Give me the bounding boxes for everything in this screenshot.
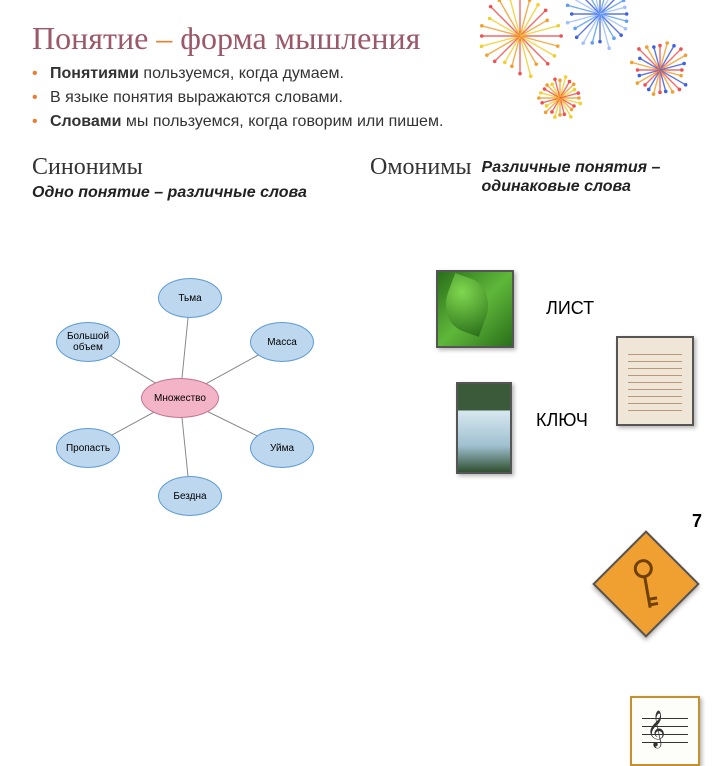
homonym-image-music <box>630 696 700 766</box>
homonyms-sub: Различные понятия – одинаковые слова <box>482 158 690 196</box>
bullet-item: Словами мы пользуемся, когда говорим или… <box>32 110 443 134</box>
synonym-node: Уйма <box>250 428 314 468</box>
title-post: форма мышления <box>172 20 420 56</box>
homonym-image-paper <box>616 336 694 426</box>
homonyms-heading: Омонимы <box>370 154 472 181</box>
page-title: Понятие – форма мышления <box>32 20 420 57</box>
homonym-image-water <box>456 382 512 474</box>
synonym-center-node: Множество <box>141 378 219 418</box>
title-dash: – <box>156 20 172 56</box>
synonym-node: Тьма <box>158 278 222 318</box>
bullet-item: В языке понятия выражаются словами. <box>32 86 443 110</box>
homonym-image-key <box>592 530 699 637</box>
synonym-node: Большой объем <box>56 322 120 362</box>
synonym-node: Бездна <box>158 476 222 516</box>
synonym-diagram: Тьма Масса Уйма Бездна Пропасть Большой объем… <box>20 248 340 518</box>
synonyms-column: Синонимы Одно понятие – различные слова <box>32 154 332 202</box>
homonyms-column: Омонимы Различные понятия – одинаковые с… <box>370 154 690 196</box>
synonyms-heading: Синонимы <box>32 154 332 181</box>
homonym-image-leaf <box>436 270 514 348</box>
synonym-node: Масса <box>250 322 314 362</box>
bullet-list: Понятиями пользуемся, когда думаем. В яз… <box>32 62 443 134</box>
synonyms-sub: Одно понятие – различные слова <box>32 183 332 202</box>
homonym-label: ЛИСТ <box>546 298 594 319</box>
title-pre: Понятие <box>32 20 156 56</box>
homonym-label: КЛЮЧ <box>536 410 588 431</box>
bullet-item: Понятиями пользуемся, когда думаем. <box>32 62 443 86</box>
page-number: 7 <box>692 511 702 532</box>
synonym-node: Пропасть <box>56 428 120 468</box>
